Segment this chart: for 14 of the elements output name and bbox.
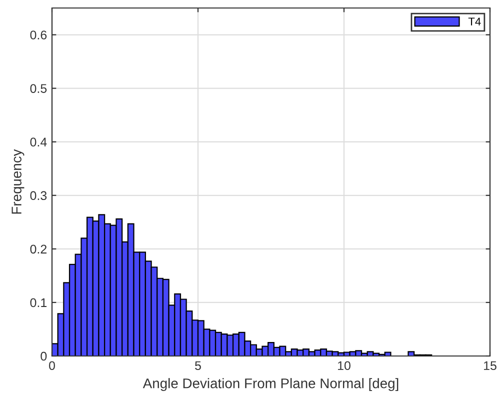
x-tick-label: 15 [484, 361, 496, 370]
y-tick-label: 0 [40, 352, 47, 361]
x-tick-label: 10 [338, 361, 350, 370]
y-tick-label: 0.4 [30, 138, 47, 146]
y-tick-label: 0.2 [30, 244, 47, 254]
y-tick-label: 0.5 [30, 84, 47, 93]
x-tick-label: 0 [49, 361, 55, 370]
y-tick-label: 0.6 [30, 30, 47, 40]
y-axis-title: Frequency [12, 149, 24, 214]
y-tick-label: 0.3 [30, 191, 47, 200]
x-tick-label: 5 [195, 361, 201, 370]
legend-label: T4 [468, 18, 481, 26]
y-tick-label: 0.1 [30, 298, 47, 308]
x-axis-title: Angle Deviation From Plane Normal [deg] [142, 378, 398, 392]
